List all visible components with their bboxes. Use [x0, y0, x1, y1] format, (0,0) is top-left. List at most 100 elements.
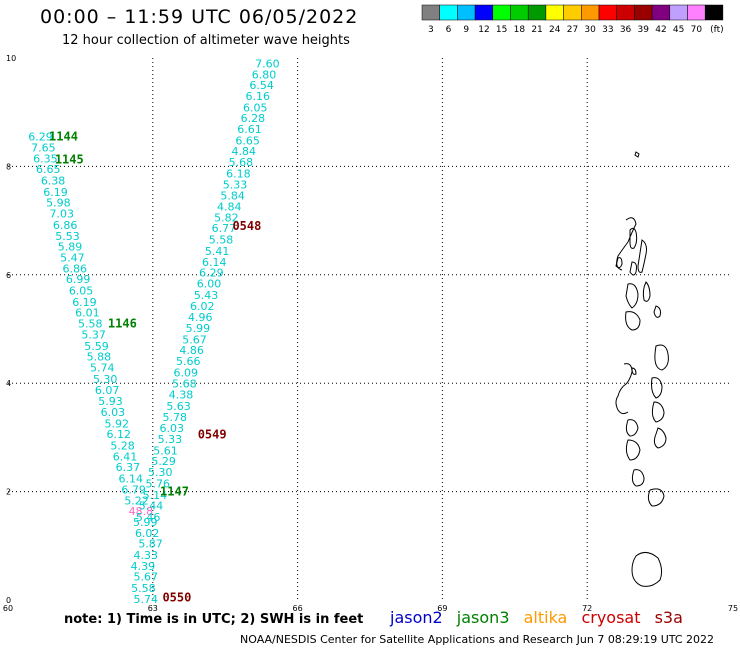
wave-height-value: 5.37 [81, 328, 106, 341]
colorbar-swatch [457, 4, 476, 21]
wave-height-value: 5.84 [220, 190, 245, 203]
wave-height-value: 6.16 [245, 90, 269, 103]
wave-height-value: 6.80 [252, 68, 277, 81]
wave-height-value: 5.74 [90, 361, 115, 374]
colorbar-swatch [669, 4, 688, 21]
x-tick-label: 75 [728, 604, 738, 613]
wave-height-value: 6.12 [106, 428, 130, 441]
wave-height-value: 6.99 [66, 273, 91, 286]
track-time-label: 0548 [232, 219, 261, 233]
colorbar-label: 24 [549, 25, 561, 35]
wave-height-value: 5.68 [172, 378, 197, 391]
wave-height-value: 4.84 [231, 145, 256, 158]
wave-height-value: 5.61 [153, 444, 178, 457]
track-time-label: 1146 [108, 317, 137, 331]
wave-height-value: 6.03 [160, 422, 185, 435]
colorbar-label: 3 [428, 25, 434, 35]
wave-height-value: 6.61 [237, 123, 262, 136]
x-tick-label: 72 [582, 604, 592, 613]
color-scale-legend: 3 6 9 12 15 18 21 24 27 30 33 36 39 42 45 70 (ft) [421, 4, 724, 35]
track-time-label: 1145 [55, 152, 84, 166]
colorbar-label: 9 [463, 25, 469, 35]
credit-line: NOAA/NESDIS Center for Satellite Applica… [240, 633, 715, 646]
colorbar-swatch [545, 4, 564, 21]
wave-height-value: 5.46 [136, 511, 161, 524]
wave-height-value: 6.19 [72, 296, 97, 309]
colorbar-label: 12 [478, 25, 489, 35]
wave-height-value: 5.14 [143, 489, 168, 502]
colorbar-unit: (ft) [710, 25, 724, 35]
axis-tick-labels: 60 63 66 69 72 75 0 2 4 6 8 10 [3, 54, 738, 613]
legend-altika: altika [523, 608, 568, 627]
legend-jason2: jason2 [390, 608, 443, 627]
wave-height-value: 5.98 [46, 197, 70, 210]
colorbar-swatch [421, 4, 440, 21]
wave-height-value: 6.65 [36, 163, 61, 176]
wave-height-value: 5.29 [151, 455, 176, 468]
colorbar-swatch [687, 4, 706, 21]
colorbar-label: 70 [691, 25, 703, 35]
wave-height-value: 6.09 [174, 366, 199, 379]
wave-height-value: 6.29 [199, 267, 224, 280]
colorbar-label: 21 [531, 25, 542, 35]
wave-height-value: 6.05 [69, 285, 94, 298]
colorbar-label: 33 [602, 25, 613, 35]
wave-height-value: 6.19 [43, 186, 68, 199]
wave-height-value: 7.65 [31, 141, 56, 154]
colorbar-label: 36 [620, 25, 632, 35]
colorbar-label: 42 [655, 25, 666, 35]
map-subtitle: 12 hour collection of altimeter wave hei… [62, 33, 350, 48]
wave-height-value: 5.89 [58, 241, 83, 254]
colorbar-swatch [474, 4, 494, 21]
wave-height-value: 5.99 [186, 322, 211, 335]
map-title: 00:00 – 11:59 UTC 06/05/2022 [40, 6, 359, 28]
colorbar-swatch [704, 4, 724, 21]
colorbar-label: 30 [584, 25, 596, 35]
colorbar-swatch [634, 4, 653, 21]
wave-height-value: 6.54 [249, 79, 273, 92]
wave-height-value: 6.03 [101, 406, 126, 419]
wave-height-value: 5.58 [78, 318, 103, 331]
wave-height-value: 5.88 [87, 351, 112, 364]
colorbar-label: 45 [673, 25, 684, 35]
colorbar-swatch [527, 4, 547, 21]
wave-height-value: 6.01 [75, 307, 100, 320]
wave-height-value: 5.22 [124, 494, 148, 507]
wave-height-value: 5.82 [214, 211, 239, 224]
wave-height-value: 5.76 [146, 477, 171, 490]
wave-height-value: 4.84 [217, 201, 242, 214]
wave-height-value: 6.29 [28, 131, 53, 144]
wave-height-value: 6.00 [197, 277, 222, 290]
wave-height-value: 7.03 [50, 208, 75, 221]
note-text: note: 1) Time is in UTC; 2) SWH is in fe… [64, 612, 364, 627]
wave-height-value: 5.87 [138, 538, 163, 551]
wave-height-value: 5.59 [84, 340, 109, 353]
wave-height-value: 5.30 [93, 373, 118, 386]
colorbar-swatch [439, 4, 458, 21]
wave-height-value: 5.99 [133, 516, 158, 529]
x-tick-label: 69 [437, 604, 447, 613]
wave-height-value: 6.38 [41, 174, 66, 187]
wave-height-value: 5.93 [98, 395, 123, 408]
wave-height-value: 4.96 [188, 311, 213, 324]
wave-height-value: 5.78 [162, 411, 187, 424]
y-tick-label: 0 [6, 596, 11, 605]
wave-height-value: 6.18 [226, 167, 251, 180]
wave-height-value: 4.86 [179, 344, 204, 357]
wave-height-value: 5.43 [194, 289, 219, 302]
colorbar-swatch [581, 4, 600, 21]
wave-height-value: 6.65 [235, 134, 260, 147]
x-tick-label: 63 [148, 604, 158, 613]
wave-height-value: 6.77 [212, 222, 237, 235]
wave-height-value: 7.60 [255, 57, 280, 70]
colorbar-swatch [651, 4, 671, 21]
colorbar-label: 39 [638, 25, 650, 35]
track-time-label: 1144 [49, 130, 78, 144]
wave-height-value: 6.05 [243, 101, 267, 114]
track-time-label: 0549 [198, 428, 227, 442]
wave-height-value: 6.86 [63, 262, 88, 275]
y-tick-label: 8 [6, 162, 11, 171]
colorbar-label: 6 [446, 25, 452, 35]
wave-height-value: 5.53 [55, 230, 79, 243]
